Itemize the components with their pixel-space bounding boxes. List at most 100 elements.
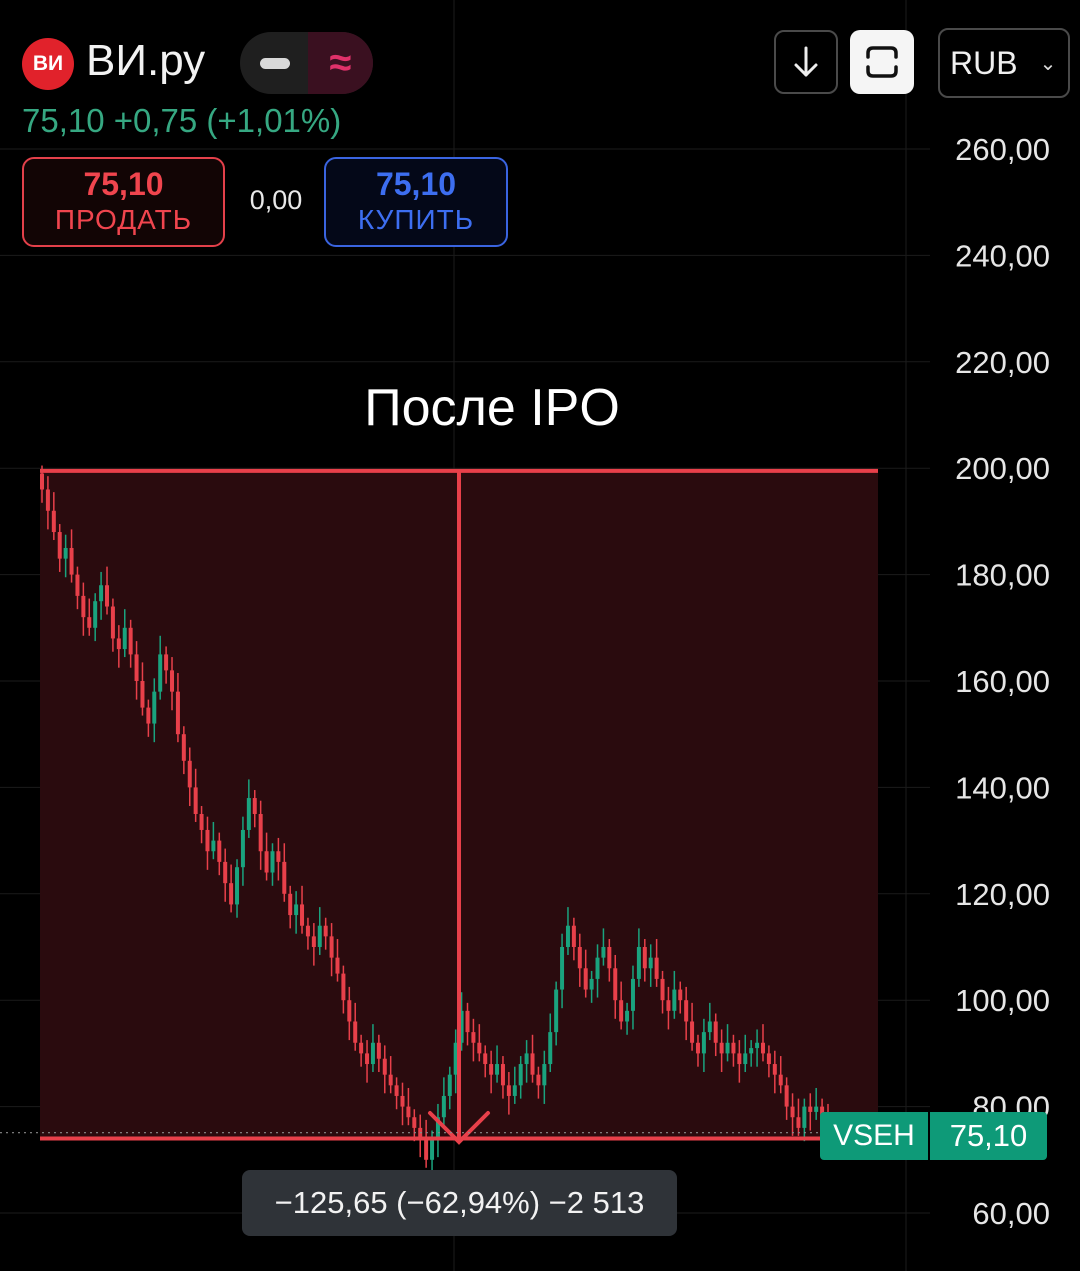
- candle-body: [595, 957, 600, 979]
- candle-body: [164, 654, 169, 671]
- candle-body: [500, 1064, 505, 1086]
- candle-body: [636, 947, 641, 979]
- candle-body: [128, 627, 133, 655]
- candle-body: [713, 1021, 718, 1043]
- candle-body: [353, 1021, 358, 1043]
- y-tick-label: 140,00: [955, 770, 1050, 805]
- candle-body: [359, 1042, 364, 1054]
- candle-body: [435, 1117, 440, 1139]
- arrow-down-icon: [794, 46, 818, 77]
- candle-body: [335, 957, 340, 974]
- price-change-quote: 75,10 +0,75 (+1,01%): [22, 102, 342, 139]
- candle-body: [607, 947, 612, 969]
- candle-body: [796, 1117, 801, 1128]
- candle-body: [305, 925, 310, 937]
- candle-body: [116, 638, 121, 650]
- candle-body: [542, 1064, 547, 1086]
- candle-body: [678, 989, 683, 1001]
- candle-body: [193, 787, 198, 814]
- candle-body: [554, 989, 559, 1033]
- candle-body: [471, 1032, 476, 1043]
- sell-button[interactable]: 75,10 ПРОДАТЬ: [22, 157, 225, 247]
- fullscreen-button[interactable]: [850, 30, 914, 94]
- candle-body: [365, 1053, 370, 1065]
- candle-body: [388, 1074, 393, 1086]
- buy-label: КУПИТЬ: [357, 204, 475, 235]
- candle-body: [235, 867, 240, 905]
- line-mode-button[interactable]: [240, 32, 310, 94]
- candle-body: [229, 883, 234, 905]
- candle-body: [211, 840, 216, 852]
- buy-button[interactable]: 75,10 КУПИТЬ: [324, 157, 508, 247]
- candle-body: [749, 1048, 754, 1054]
- candle-body: [719, 1042, 724, 1054]
- sell-price: 75,10: [83, 166, 164, 202]
- measure-arrow-head: [428, 1111, 490, 1145]
- chart-annotation: После IPO: [364, 379, 620, 437]
- candle-body: [158, 654, 163, 692]
- candle-body: [802, 1106, 807, 1128]
- candle-body: [565, 925, 570, 947]
- candle-body: [87, 617, 92, 628]
- candle-body: [258, 814, 263, 852]
- candle-body: [311, 936, 316, 947]
- candle-body: [406, 1106, 411, 1118]
- measurement-label: −125,65 (−62,94%) −2 513: [242, 1170, 677, 1236]
- candle-body: [583, 968, 588, 990]
- y-tick-label: 160,00: [955, 664, 1050, 699]
- chart-mode-toggle[interactable]: ≈: [240, 32, 373, 94]
- candle-body: [187, 760, 192, 788]
- y-tick-label: 240,00: [955, 238, 1050, 273]
- candle-body: [288, 893, 293, 916]
- y-tick-label: 60,00: [972, 1196, 1050, 1231]
- candle-body: [459, 1010, 464, 1043]
- candle-body: [660, 978, 665, 1001]
- candle-body: [790, 1106, 795, 1118]
- candle-body: [684, 1000, 689, 1022]
- currency-select[interactable]: RUB ⌄: [938, 28, 1070, 98]
- candle-body: [181, 734, 186, 761]
- candle-body: [560, 947, 565, 990]
- candle-body: [63, 548, 68, 559]
- candle-body: [613, 968, 618, 1001]
- candle-body: [672, 989, 677, 1011]
- vi-ru-logo: ВИ: [22, 38, 74, 90]
- wave-mode-button[interactable]: ≈: [308, 32, 373, 94]
- candle-body: [465, 1010, 470, 1033]
- candle-body: [755, 1042, 760, 1049]
- candle-body: [400, 1095, 405, 1107]
- candle-body: [394, 1085, 399, 1096]
- candle-body: [690, 1021, 695, 1043]
- candle-body: [571, 925, 576, 947]
- last-price-badge: 75,10: [930, 1112, 1047, 1160]
- y-tick-label: 220,00: [955, 345, 1050, 380]
- candle-body: [382, 1058, 387, 1075]
- currency-value: RUB: [950, 44, 1018, 81]
- candle-body: [199, 814, 204, 830]
- candle-body: [347, 1000, 352, 1022]
- y-tick-label: 120,00: [955, 877, 1050, 912]
- y-tick-label: 180,00: [955, 558, 1050, 593]
- candle-body: [424, 1138, 429, 1160]
- candle-body: [317, 925, 322, 947]
- candle-body: [300, 904, 305, 926]
- candle-body: [778, 1074, 783, 1086]
- candle-body: [648, 957, 653, 969]
- candle-body: [205, 829, 210, 852]
- candle-body: [666, 1000, 671, 1011]
- logo-text: ВИ: [32, 52, 64, 75]
- candle-body: [81, 595, 86, 618]
- instrument-title[interactable]: ВИ.ру: [86, 36, 206, 85]
- candle-body: [282, 861, 287, 894]
- candle-body: [240, 829, 245, 868]
- download-button[interactable]: [774, 30, 838, 94]
- candle-body: [447, 1074, 452, 1096]
- candle-body: [329, 936, 334, 958]
- candle-body: [808, 1106, 813, 1112]
- candle-body: [270, 851, 275, 873]
- candle-body: [45, 489, 50, 511]
- candle-body: [51, 510, 56, 533]
- candle-body: [223, 861, 228, 884]
- y-tick-label: 260,00: [955, 132, 1050, 167]
